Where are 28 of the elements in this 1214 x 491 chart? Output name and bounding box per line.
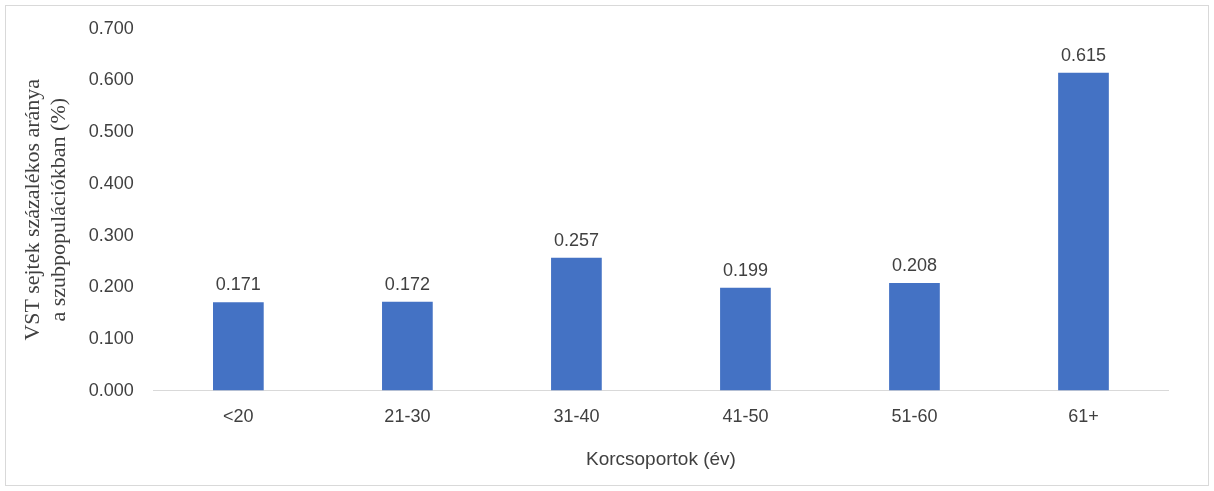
x-tick-label: <20 [223, 406, 254, 427]
bar [1058, 72, 1109, 391]
data-label: 0.257 [553, 229, 599, 250]
x-tick-label: 31-40 [553, 406, 600, 427]
y-tick-label: 0.100 [88, 327, 134, 348]
y-tick-label: 0.000 [88, 379, 134, 400]
bar [551, 257, 602, 391]
bar [889, 283, 940, 391]
y-tick-label: 0.400 [88, 172, 134, 193]
bar [720, 287, 771, 391]
y-tick-label: 0.200 [88, 276, 134, 297]
data-label: 0.199 [722, 259, 768, 280]
x-axis-title: Korcsoportok (év) [585, 447, 736, 469]
y-tick-label: 0.600 [88, 69, 134, 90]
y-tick-label: 0.500 [88, 121, 134, 142]
bar [213, 302, 264, 391]
x-tick-label: 51-60 [891, 406, 938, 427]
y-tick-label: 0.700 [88, 17, 134, 38]
x-tick-label: 21-30 [384, 406, 431, 427]
data-label: 0.171 [215, 274, 261, 295]
y-tick-label: 0.300 [88, 224, 134, 245]
data-label: 0.208 [891, 255, 937, 276]
y-axis-title: VST sejtek százalékos aránya a szubpopulációkban (%) [18, 78, 71, 341]
data-label: 0.172 [384, 273, 430, 294]
x-tick-label: 41-50 [722, 406, 769, 427]
data-label: 0.615 [1060, 44, 1107, 65]
x-tick-label: 61+ [1068, 406, 1099, 427]
bar [382, 301, 433, 391]
